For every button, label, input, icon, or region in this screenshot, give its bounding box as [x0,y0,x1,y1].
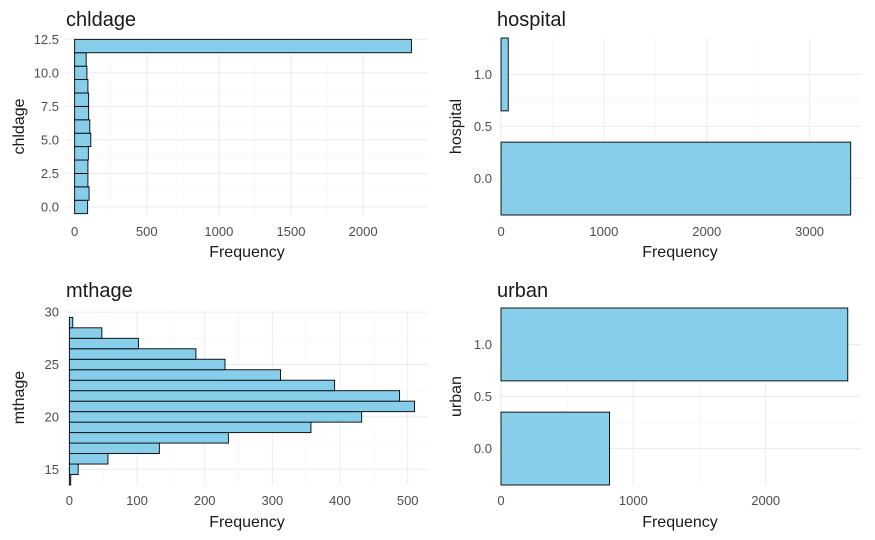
x-tick-label: 1000 [204,224,233,239]
chart-title: urban [497,280,548,302]
bar-mthage-22 [68,390,401,402]
chart-title: chldage [66,9,136,31]
bar-mthage-29 [68,316,74,329]
x-tick-label: 0 [71,224,78,239]
y-tick-label: 1.0 [474,337,492,352]
panel-urban: 0 1000 2000 0.0 0.5 1.0 urban Frequency urban [448,280,861,531]
chart-title: hospital [497,9,566,31]
y-tick-label: 5.0 [41,132,59,147]
panel-hospital: 0 1000 2000 3000 0.0 0.5 1.0 hospital Frequency h… [448,9,861,261]
y-tick-label: 0.5 [474,389,492,404]
y-tick-label: 0.0 [474,171,492,186]
x-axis-title: Frequency [642,244,718,261]
bar-mthage-27 [68,337,139,350]
x-axis-title: Frequency [642,514,718,531]
bar-mthage-23 [68,379,336,392]
bar-chldage-7 [74,105,90,121]
x-tick-label: 100 [126,493,148,508]
y-tick-label: 7.5 [41,99,59,114]
bar-chldage-0 [74,199,89,215]
x-tick-label: 1000 [619,493,648,508]
y-tick-label: 20 [45,409,59,424]
bar-mthage-20 [68,411,363,423]
bar-mthage-18 [68,432,229,444]
bar-mthage-21 [68,400,415,413]
bar-urban-0 [500,411,610,486]
y-tick-label: 0.0 [474,441,492,456]
bar-chldage-12 [74,38,412,54]
x-axis-title: Frequency [209,514,285,531]
x-tick-label: 0 [66,493,73,508]
x-tick-label: 2000 [349,224,378,239]
bar-chldage-6 [74,119,91,134]
y-axis-title: mthage [11,371,28,424]
bar-chldage-1 [74,186,90,201]
x-tick-label: 0 [497,493,504,508]
bar-chldage-2 [74,172,89,188]
y-tick-label: 25 [45,357,59,372]
y-axis-title: chldage [11,98,28,154]
x-tick-label: 2000 [751,493,780,508]
x-tick-label: 0 [497,224,504,239]
y-tick-label: 12.5 [34,32,59,47]
y-tick-label: 0.0 [41,199,59,214]
y-tick-label: 2.5 [41,166,59,181]
x-tick-label: 400 [329,493,351,508]
y-tick-label: 0.5 [474,119,492,134]
bar-mthage-19 [68,421,312,434]
bar-chldage-11 [74,52,87,67]
y-tick-label: 1.0 [474,67,492,82]
x-tick-label: 500 [136,224,158,239]
bar-chldage-8 [74,92,90,107]
bar-mthage-17 [68,442,160,455]
x-tick-label: 200 [194,493,216,508]
x-tick-label: 1000 [589,224,618,239]
chart-title: mthage [66,280,133,302]
y-tick-label: 15 [45,462,59,477]
y-axis-title: urban [448,376,465,417]
bar-mthage-26 [68,348,197,360]
x-tick-label: 300 [262,493,284,508]
x-tick-label: 3000 [795,224,824,239]
panel-mthage: 0 100 200 300 400 500 15 20 25 30 mthage Frequency m… [11,280,428,531]
panel-chldage: 0 500 1000 1500 2000 0.0 2.5 5.0 7.5 10.0 12.5 chld… [11,9,428,261]
bar-mthage-15 [68,463,79,475]
y-tick-label: 30 [45,305,59,320]
x-tick-label: 2000 [692,224,721,239]
bar-chldage-5 [74,132,92,148]
bar-mthage-24 [68,369,281,381]
x-axis-title: Frequency [209,244,285,261]
bar-mthage-28 [68,327,103,339]
bar-urban-1 [500,307,849,382]
x-tick-label: 1500 [277,224,306,239]
bar-chldage-10 [74,65,88,81]
bar-mthage-14 [68,474,72,486]
bar-mthage-25 [68,358,226,371]
bar-chldage-9 [74,79,89,94]
y-axis-title: hospital [448,99,465,154]
x-tick-label: 500 [397,493,419,508]
y-tick-label: 10.0 [34,65,59,80]
bar-hospital-0 [500,141,852,216]
bar-chldage-3 [74,159,89,174]
bar-hospital-1 [500,37,509,112]
bar-mthage-16 [68,453,109,465]
bar-chldage-4 [74,146,89,161]
